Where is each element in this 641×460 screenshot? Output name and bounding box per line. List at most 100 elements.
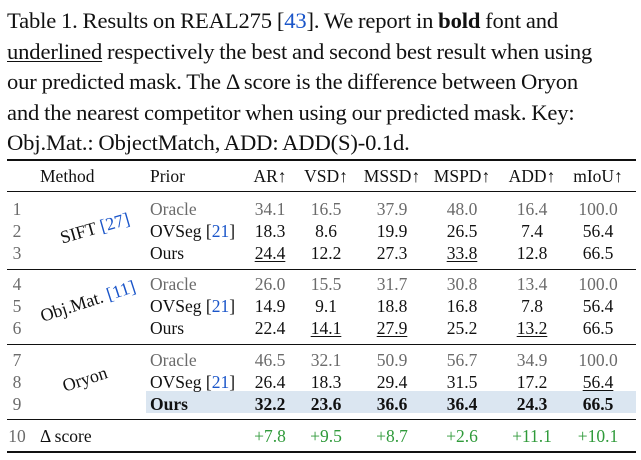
value-cell: 29.4 <box>376 372 408 392</box>
value-cell: 24.4 <box>254 243 286 263</box>
value-cell: 12.8 <box>516 243 548 263</box>
value-cell: 24.3 <box>516 394 548 414</box>
row-number: 3 <box>12 243 22 263</box>
value-cell: 7.8 <box>521 296 543 316</box>
row-number: 4 <box>12 274 22 294</box>
value-cell: 23.6 <box>310 394 342 414</box>
value-cell: 17.2 <box>516 372 548 392</box>
row-number: 1 <box>12 199 22 219</box>
prior-name: OVSeg <box>150 372 202 392</box>
method-label: Oryon <box>25 351 146 408</box>
value-cell: 18.3 <box>310 372 342 392</box>
value-cell: 16.5 <box>310 199 342 219</box>
citation-link[interactable]: 43 <box>284 8 307 33</box>
prior-name: Oracle <box>150 199 197 219</box>
header-add: ADD↑ <box>508 166 556 186</box>
delta-value: +10.1 <box>577 426 619 446</box>
prior-name: Oracle <box>150 350 197 370</box>
prior-cell: Ours <box>150 393 188 415</box>
delta-value: +8.7 <box>376 426 408 446</box>
value-cell: 37.9 <box>376 199 408 219</box>
delta-value: +7.8 <box>254 426 286 446</box>
value-cell: 32.1 <box>310 350 342 370</box>
prior-cell: Oracle <box>150 349 197 371</box>
value-cell: 34.1 <box>254 199 286 219</box>
method-name: Oryon <box>59 362 110 396</box>
table-caption: Table 1. Results on REAL275 [43]. We rep… <box>7 6 639 159</box>
value-cell: 66.5 <box>582 318 614 338</box>
group-rule-1 <box>7 269 636 270</box>
row-number: 7 <box>12 350 22 370</box>
header-prior: Prior <box>150 166 185 186</box>
prior-name: Oracle <box>150 274 197 294</box>
value-cell: 50.9 <box>376 350 408 370</box>
value-cell: 26.4 <box>254 372 286 392</box>
value-cell: 26.5 <box>446 221 478 241</box>
row-highlight <box>146 391 636 413</box>
caption-line-3: our predicted mask. The Δ score is the d… <box>7 69 579 94</box>
value-cell: 32.2 <box>254 394 286 414</box>
value-cell: 30.8 <box>446 274 478 294</box>
value-cell: 19.9 <box>376 221 408 241</box>
row-number: 9 <box>12 394 22 414</box>
prior-citation[interactable]: 21 <box>211 296 230 316</box>
value-cell: 13.4 <box>516 274 548 294</box>
prior-cell: OVSeg [21] <box>150 221 236 241</box>
caption-line-1: Table 1. Results on REAL275 [43]. We rep… <box>7 8 559 33</box>
method-name: Obj.Mat. <box>37 286 106 326</box>
value-cell: 56.4 <box>582 296 614 316</box>
value-cell: 66.5 <box>582 394 614 414</box>
prior-cell: Oracle <box>150 198 197 220</box>
method-label: Obj.Mat. [11] <box>28 273 149 330</box>
prior-cell: OVSeg [21] <box>150 372 236 392</box>
value-cell: 18.8 <box>376 296 408 316</box>
header-miou: mIoU↑ <box>573 166 623 186</box>
caption-line-5: Obj.Mat.: ObjectMatch, ADD: ADD(S)-0.1d. <box>7 130 410 155</box>
prior-cell: OVSeg [21] <box>150 296 236 316</box>
value-cell: 100.0 <box>578 350 618 370</box>
value-cell: 13.2 <box>516 318 548 338</box>
value-cell: 66.5 <box>582 243 614 263</box>
value-cell: 36.6 <box>376 394 408 414</box>
value-cell: 14.9 <box>254 296 286 316</box>
value-cell: 34.9 <box>516 350 548 370</box>
value-cell: 46.5 <box>254 350 286 370</box>
value-cell: 56.4 <box>582 221 614 241</box>
prior-cell: Oracle <box>150 273 197 295</box>
value-cell: 15.5 <box>310 274 342 294</box>
value-cell: 22.4 <box>254 318 286 338</box>
value-cell: 25.2 <box>446 318 478 338</box>
prior-cell: Ours <box>150 317 184 339</box>
header-vsd: VSD↑ <box>304 166 348 186</box>
delta-value: +2.6 <box>446 426 478 446</box>
top-rule <box>7 159 636 161</box>
value-cell: 7.4 <box>521 221 543 241</box>
row-number: 5 <box>12 296 22 316</box>
bottom-rule <box>7 451 636 453</box>
value-cell: 8.6 <box>315 221 337 241</box>
delta-label: Δ score <box>40 426 92 446</box>
delta-value: +11.1 <box>512 426 552 446</box>
header-mssd: MSSD↑ <box>363 166 421 186</box>
row-number: 8 <box>12 372 22 392</box>
value-cell: 100.0 <box>578 199 618 219</box>
value-cell: 31.7 <box>376 274 408 294</box>
value-cell: 100.0 <box>578 274 618 294</box>
caption-line-4: and the nearest competitor when using ou… <box>7 99 575 125</box>
value-cell: 36.4 <box>446 394 478 414</box>
value-cell: 33.8 <box>446 243 478 263</box>
delta-value: +9.5 <box>310 426 342 446</box>
row-number: 10 <box>8 426 26 446</box>
value-cell: 56.4 <box>582 372 614 392</box>
value-cell: 27.9 <box>376 318 408 338</box>
prior-name: OVSeg <box>150 296 202 316</box>
header-ar: AR↑ <box>253 166 287 186</box>
prior-citation[interactable]: 21 <box>211 372 230 392</box>
caption-line-2: underlined respectively the best and sec… <box>7 38 593 64</box>
method-citation[interactable]: [11] <box>99 276 138 306</box>
prior-citation[interactable]: 21 <box>211 221 230 241</box>
method-citation[interactable]: [27] <box>93 208 132 238</box>
value-cell: 48.0 <box>446 199 478 219</box>
header-rule <box>7 191 636 192</box>
